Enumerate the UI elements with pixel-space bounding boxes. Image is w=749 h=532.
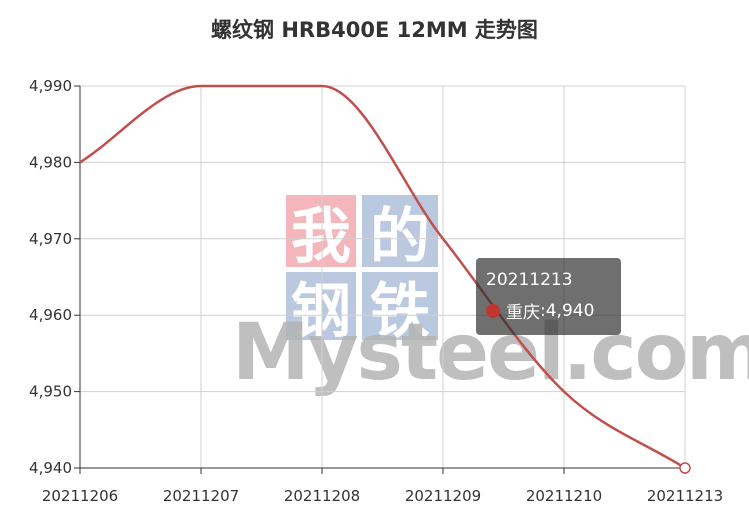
x-tick-label: 20211206 xyxy=(42,487,118,505)
y-tick-label: 4,950 xyxy=(29,383,72,401)
y-tick-label: 4,940 xyxy=(29,459,72,477)
x-tick-label: 20211213 xyxy=(647,487,723,505)
x-tick-label: 20211210 xyxy=(526,487,602,505)
x-tick-label: 20211209 xyxy=(405,487,481,505)
watermark-char-1: 我 xyxy=(286,195,356,272)
tooltip-row: 重庆: 4,940 xyxy=(486,298,611,323)
data-point xyxy=(679,462,691,474)
tooltip-value: 4,940 xyxy=(545,300,595,321)
tooltip-date: 20211213 xyxy=(486,270,573,290)
watermark-char-4: 铁 xyxy=(362,272,438,347)
tooltip-separator: : xyxy=(540,300,546,321)
y-tick-label: 4,970 xyxy=(29,230,72,248)
y-tick-label: 4,980 xyxy=(29,153,72,171)
watermark-char-3: 钢 xyxy=(286,272,356,347)
tooltip: 20211213 重庆: 4,940 xyxy=(476,258,621,335)
tooltip-series-dot xyxy=(486,303,500,318)
x-tick-label: 20211207 xyxy=(163,487,239,505)
chart-title: 螺纹钢 HRB400E 12MM 走势图 xyxy=(211,18,538,42)
y-tick-label: 4,990 xyxy=(29,77,72,95)
y-tick-label: 4,960 xyxy=(29,306,72,324)
watermark-char-2: 的 xyxy=(362,195,438,272)
tooltip-series-name: 重庆 xyxy=(506,303,540,323)
series-line xyxy=(79,84,686,470)
x-tick-label: 20211208 xyxy=(284,487,360,505)
